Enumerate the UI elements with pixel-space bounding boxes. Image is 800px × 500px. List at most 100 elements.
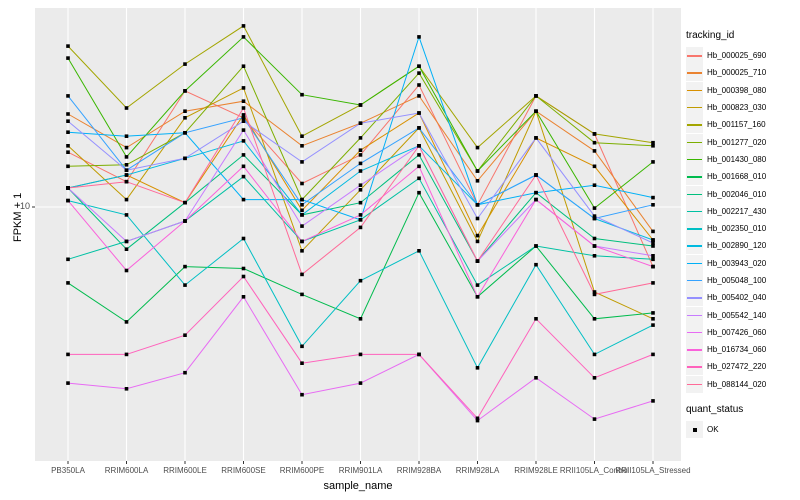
- data-point: [417, 64, 421, 68]
- data-point: [66, 164, 70, 169]
- data-point: [66, 119, 70, 123]
- data-point: [358, 278, 363, 283]
- line-key-icon: [686, 133, 703, 151]
- data-point: [66, 198, 70, 203]
- data-point: [358, 136, 363, 140]
- data-point: [534, 317, 538, 321]
- data-point: [358, 218, 363, 222]
- legend-tracking-id: tracking_id Hb_000025_690 Hb_000025_710 Hb…: [686, 30, 798, 393]
- line-key-icon: [686, 341, 703, 359]
- data-point: [475, 203, 480, 207]
- data-point: [651, 203, 655, 207]
- line-key-icon: [686, 64, 703, 82]
- data-point: [475, 239, 480, 244]
- data-point: [475, 233, 480, 238]
- data-point: [358, 225, 363, 230]
- data-point: [241, 64, 246, 68]
- data-point: [651, 323, 655, 327]
- legend-entry: Hb_007426_060: [686, 323, 798, 341]
- legend-entry-label: Hb_001277_020: [707, 137, 767, 147]
- data-point: [534, 94, 538, 98]
- x-axis-tick-label: RRIM901LA: [338, 466, 383, 475]
- data-point: [300, 144, 304, 148]
- data-point: [358, 352, 363, 357]
- legend-entry-label: Hb_016734_060: [707, 345, 767, 355]
- data-point: [475, 416, 480, 421]
- data-point: [651, 311, 655, 315]
- data-point: [124, 197, 129, 202]
- data-point: [651, 160, 655, 164]
- legend-entry: Hb_002217_430: [686, 202, 798, 220]
- data-point: [124, 268, 129, 273]
- data-point: [592, 244, 597, 248]
- line-key-icon: [686, 254, 703, 272]
- legend-entry: Hb_003943_020: [686, 254, 798, 272]
- data-point: [534, 262, 538, 267]
- data-point: [651, 352, 655, 357]
- data-point: [241, 236, 246, 241]
- data-point: [651, 399, 655, 403]
- legend-entry: Hb_002046_010: [686, 185, 798, 203]
- data-point: [592, 149, 597, 153]
- data-point: [417, 176, 421, 181]
- legend-entry: Hb_005048_100: [686, 272, 798, 289]
- data-point: [417, 94, 421, 98]
- data-point: [183, 283, 187, 287]
- legend-entry-label: Hb_000025_710: [707, 68, 767, 78]
- data-point: [300, 272, 304, 277]
- y-axis-tick-label: 10: [19, 201, 30, 211]
- data-point: [241, 113, 246, 117]
- data-point: [66, 150, 70, 154]
- line-key-icon: [686, 306, 703, 324]
- data-point: [124, 239, 129, 244]
- data-point: [651, 195, 655, 200]
- legend-entry-label: Hb_002350_010: [707, 224, 767, 234]
- data-point: [534, 244, 538, 248]
- data-point: [241, 128, 246, 132]
- data-point: [183, 89, 187, 93]
- legend-entry: Hb_001277_020: [686, 133, 798, 151]
- line-key-icon: [686, 47, 703, 65]
- data-point: [241, 153, 246, 157]
- data-point: [66, 56, 70, 60]
- legend-entry-label: OK: [707, 425, 719, 435]
- legend-entry-label: Hb_000025_690: [707, 51, 767, 61]
- data-point: [241, 295, 246, 299]
- legend-entry-label: Hb_027472_220: [707, 362, 767, 372]
- data-point: [300, 361, 304, 365]
- data-point: [124, 387, 129, 391]
- data-point: [183, 131, 187, 135]
- data-point: [417, 71, 421, 75]
- legend-entry-label: Hb_000398_080: [707, 85, 767, 95]
- data-point: [592, 183, 597, 187]
- data-point: [417, 352, 421, 357]
- legend-entry: Hb_016734_060: [686, 341, 798, 359]
- data-point: [300, 213, 304, 217]
- data-point: [592, 317, 597, 321]
- data-point: [534, 136, 538, 140]
- data-point: [417, 35, 421, 39]
- data-point: [124, 155, 129, 159]
- data-point: [66, 94, 70, 98]
- data-point: [241, 139, 246, 143]
- data-point: [241, 99, 246, 103]
- data-point: [651, 238, 655, 242]
- data-point: [651, 257, 655, 262]
- legend-entry: Hb_001668_010: [686, 168, 798, 186]
- data-point: [592, 417, 597, 421]
- legend-quant-status: quant_status OK: [686, 404, 798, 439]
- data-point: [651, 254, 655, 258]
- square-point-icon: [686, 421, 703, 439]
- x-axis-title: sample_name: [323, 480, 393, 492]
- data-point: [417, 83, 421, 87]
- data-point: [417, 190, 421, 195]
- legend-entry-label: Hb_005048_100: [707, 276, 767, 285]
- data-point: [66, 44, 70, 48]
- line-key-icon: [686, 220, 703, 238]
- data-point: [300, 344, 304, 349]
- legend-entry-label: Hb_001668_010: [707, 172, 767, 182]
- data-point: [183, 264, 187, 269]
- data-point: [241, 119, 246, 123]
- line-key-icon: [686, 375, 703, 393]
